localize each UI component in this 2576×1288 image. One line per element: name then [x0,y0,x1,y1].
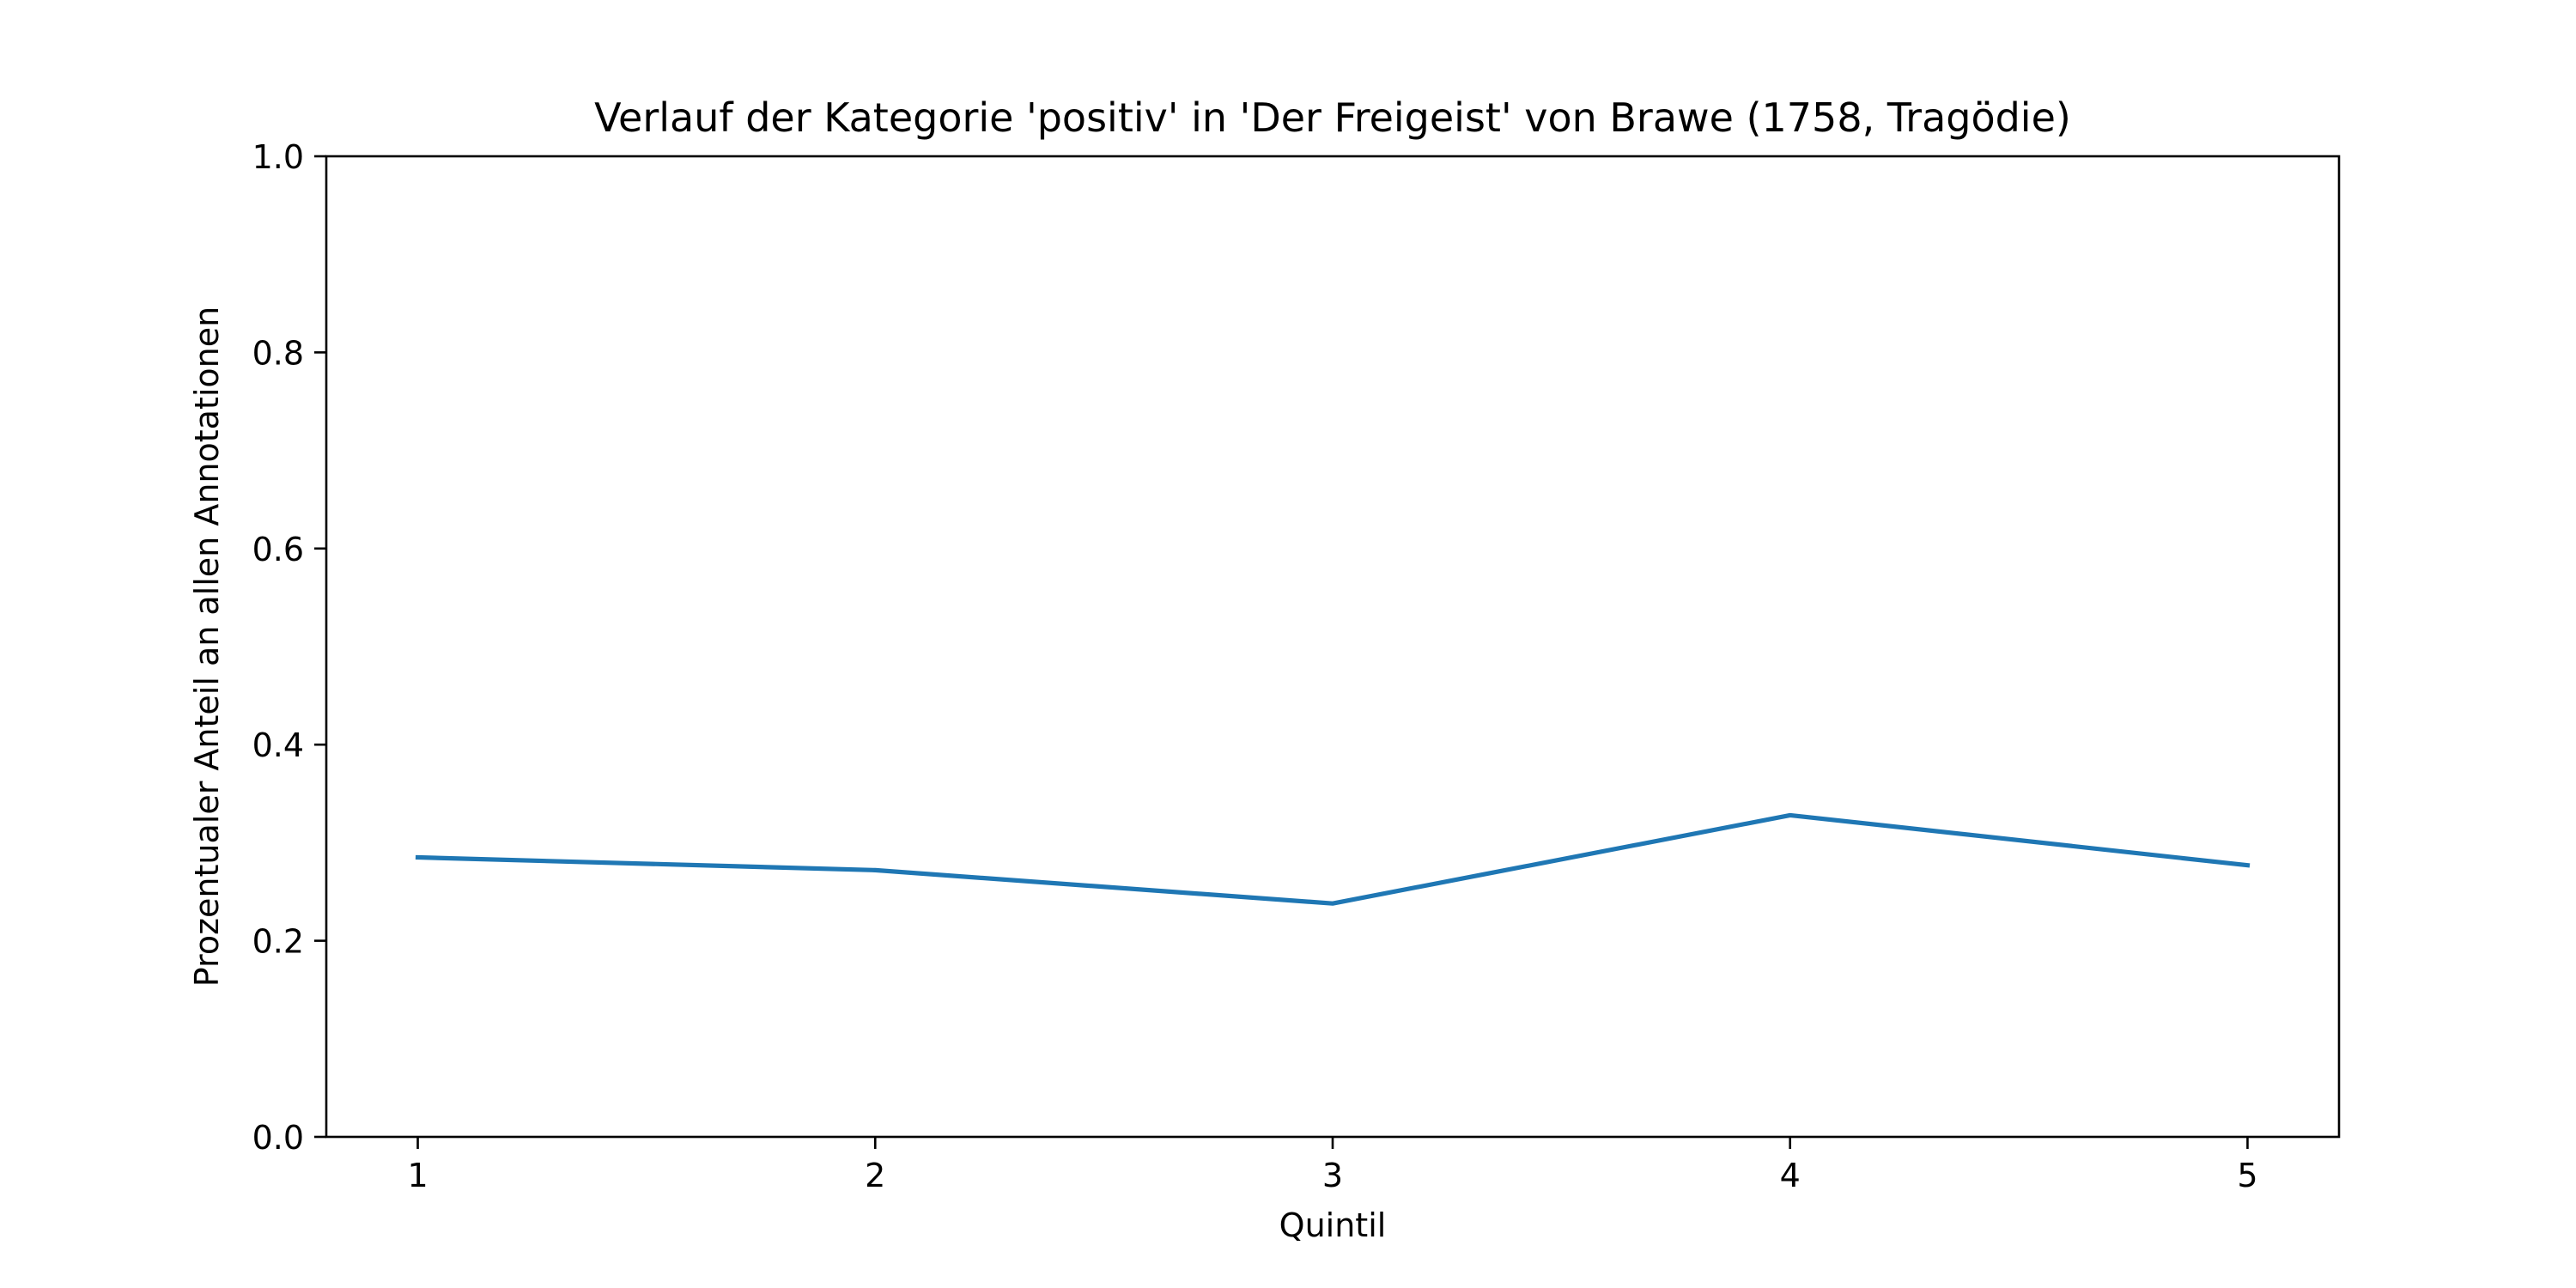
x-tick-label: 5 [2237,1157,2257,1194]
y-axis-label: Prozentualer Anteil an allen Annotatione… [188,307,226,987]
y-tick-label: 0.6 [252,531,304,568]
plot-area-frame [325,155,2341,1139]
series-line [415,812,2251,906]
x-tick-label: 3 [1322,1157,1343,1194]
y-axis-ticks: 0.0 0.2 0.4 0.6 0.8 1.0 [252,138,326,1157]
x-axis-ticks: 1 2 3 4 5 [407,1137,2258,1194]
y-tick-label: 0.0 [252,1119,304,1157]
x-tick-label: 2 [865,1157,885,1194]
y-tick-label: 0.2 [252,923,304,961]
x-axis-label: Quintil [1279,1206,1387,1244]
y-tick-label: 1.0 [252,138,304,176]
x-tick-label: 4 [1780,1157,1801,1194]
y-tick-label: 0.4 [252,726,304,764]
series-layer [415,812,2251,906]
y-tick-label: 0.8 [252,334,304,372]
x-tick-label: 1 [407,1157,428,1194]
chart-title: Verlauf der Kategorie 'positiv' in 'Der … [594,94,2071,141]
